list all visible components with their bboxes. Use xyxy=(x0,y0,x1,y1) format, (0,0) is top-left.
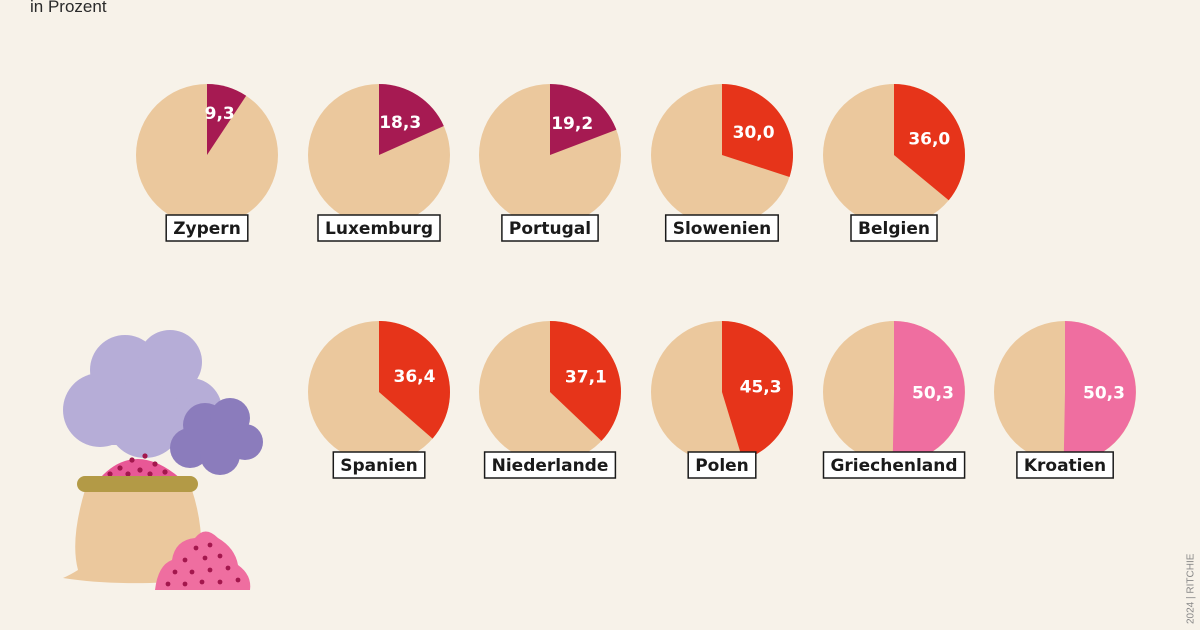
pie-niederlande: 37,1 Niederlande xyxy=(479,321,622,479)
pie-griechenland: 50,3 Griechenland xyxy=(822,321,966,479)
slice-value-label: 50,3 xyxy=(912,383,954,403)
pie-slice xyxy=(207,84,247,155)
pie-spanien: 36,4 Spanien xyxy=(308,321,451,479)
chart-subtitle: in Prozent xyxy=(30,0,107,16)
pie-slice xyxy=(722,321,794,460)
country-label: Zypern xyxy=(173,219,241,239)
pie-zypern: 9,3 Zypern xyxy=(136,84,278,242)
pie-portugal: 19,2 Portugal xyxy=(479,84,621,242)
slice-value-label: 36,4 xyxy=(394,367,436,387)
pie-slice xyxy=(894,84,966,201)
country-label: Polen xyxy=(695,456,749,476)
country-label-box xyxy=(687,451,757,479)
pie-slice xyxy=(1063,321,1136,463)
slice-value-label: 19,2 xyxy=(551,114,593,134)
credit-line: 2024 | RITCHIE xyxy=(1185,553,1196,624)
pie-luxemburg: 18,3 Luxemburg xyxy=(308,84,450,242)
pie-polen: 45,3 Polen xyxy=(651,321,794,479)
pie-slice xyxy=(379,84,444,155)
country-label-box xyxy=(850,214,938,242)
pie-slice xyxy=(722,84,794,177)
country-label-box xyxy=(317,214,441,242)
pie-slice xyxy=(379,321,451,439)
pie-belgien: 36,0 Belgien xyxy=(823,84,966,242)
country-label: Griechenland xyxy=(830,456,957,476)
country-label: Niederlande xyxy=(492,456,609,476)
country-label: Luxemburg xyxy=(325,219,433,239)
slice-value-label: 45,3 xyxy=(740,377,782,397)
country-label: Belgien xyxy=(858,219,930,239)
slice-value-label: 18,3 xyxy=(379,113,421,133)
country-label-box xyxy=(483,451,617,479)
pie-slice xyxy=(550,321,622,441)
pie-slice xyxy=(550,84,617,155)
slice-value-label: 36,0 xyxy=(908,129,950,149)
slice-value-label: 50,3 xyxy=(1083,383,1125,403)
country-label-box xyxy=(332,451,426,479)
country-label-box xyxy=(664,214,779,242)
pie-kroatien: 50,3 Kroatien xyxy=(994,321,1136,479)
pie-slice xyxy=(892,321,965,463)
country-label: Slowenien xyxy=(673,219,772,239)
country-label-box xyxy=(165,214,249,242)
country-label: Spanien xyxy=(340,456,417,476)
country-label-box xyxy=(822,451,966,479)
country-label-box xyxy=(1016,451,1114,479)
country-label-box xyxy=(501,214,599,242)
slice-value-label: 30,0 xyxy=(733,123,775,143)
slice-value-label: 9,3 xyxy=(205,104,235,124)
country-label: Kroatien xyxy=(1024,456,1106,476)
slice-value-label: 37,1 xyxy=(565,368,607,388)
country-label: Portugal xyxy=(509,219,591,239)
pie-slowenien: 30,0 Slowenien xyxy=(651,84,794,242)
